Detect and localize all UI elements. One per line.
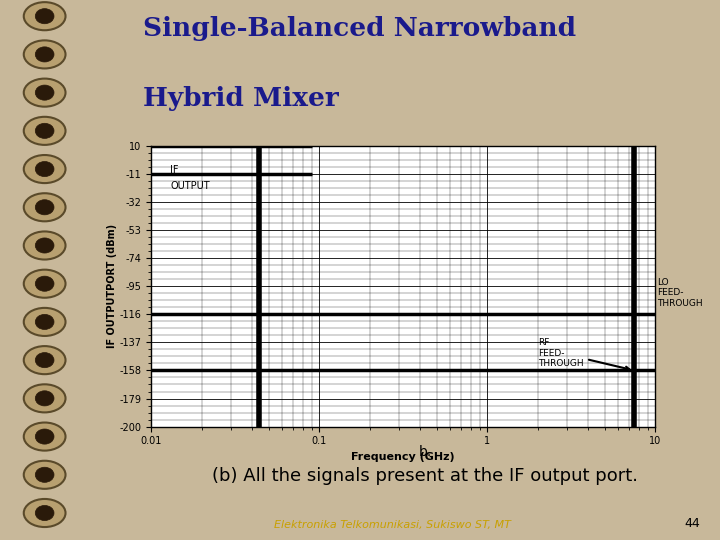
Ellipse shape: [35, 161, 54, 177]
Text: 44: 44: [685, 517, 701, 530]
Ellipse shape: [35, 314, 54, 329]
Ellipse shape: [35, 85, 54, 100]
Ellipse shape: [35, 200, 54, 215]
Text: OUTPUT: OUTPUT: [171, 180, 210, 191]
Ellipse shape: [24, 117, 66, 145]
Ellipse shape: [24, 346, 66, 374]
X-axis label: Frequency (GHz): Frequency (GHz): [351, 452, 455, 462]
Ellipse shape: [24, 2, 66, 30]
Ellipse shape: [35, 353, 54, 368]
Text: (b) All the signals present at the IF output port.: (b) All the signals present at the IF ou…: [212, 467, 638, 485]
Text: RF
FEED-
THROUGH: RF FEED- THROUGH: [538, 338, 629, 370]
Ellipse shape: [24, 384, 66, 413]
Ellipse shape: [35, 467, 54, 482]
Ellipse shape: [24, 269, 66, 298]
Ellipse shape: [24, 155, 66, 183]
Ellipse shape: [24, 40, 66, 69]
Ellipse shape: [24, 308, 66, 336]
Text: b.: b.: [418, 446, 432, 460]
Ellipse shape: [24, 422, 66, 450]
Ellipse shape: [24, 193, 66, 221]
Ellipse shape: [35, 47, 54, 62]
Ellipse shape: [24, 499, 66, 527]
Text: Single-Balanced Narrowband: Single-Balanced Narrowband: [143, 16, 577, 41]
Ellipse shape: [24, 461, 66, 489]
Ellipse shape: [35, 123, 54, 138]
Text: LO
FEED-
THROUGH: LO FEED- THROUGH: [657, 278, 703, 308]
Ellipse shape: [24, 79, 66, 107]
Ellipse shape: [35, 238, 54, 253]
Text: Elektronika Telkomunikasi, Sukiswo ST, MT: Elektronika Telkomunikasi, Sukiswo ST, M…: [274, 520, 510, 530]
Text: IF: IF: [171, 165, 179, 174]
Ellipse shape: [35, 9, 54, 24]
Ellipse shape: [35, 391, 54, 406]
Y-axis label: IF OUTPUTPORT (dBm): IF OUTPUTPORT (dBm): [107, 224, 117, 348]
Ellipse shape: [35, 505, 54, 521]
Ellipse shape: [35, 276, 54, 291]
Text: Hybrid Mixer: Hybrid Mixer: [143, 86, 339, 111]
Ellipse shape: [24, 232, 66, 260]
Ellipse shape: [35, 429, 54, 444]
